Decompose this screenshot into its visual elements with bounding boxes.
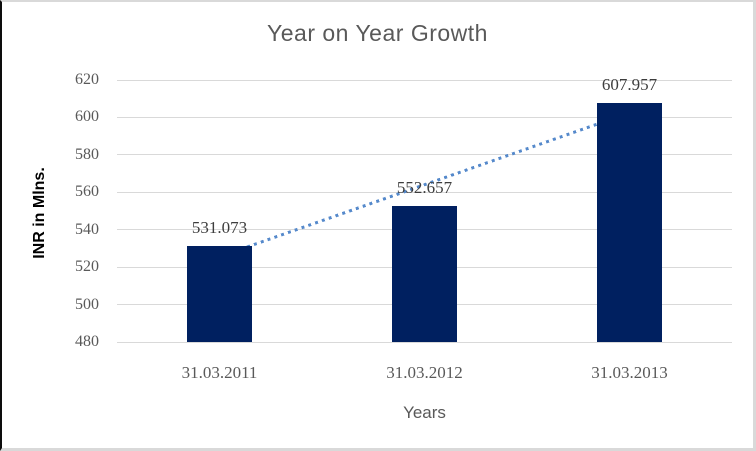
chart-title: Year on Year Growth bbox=[267, 20, 488, 46]
gridline bbox=[117, 341, 732, 343]
bar-31.03.2011 bbox=[187, 246, 252, 342]
x-tick-label: 31.03.2013 bbox=[591, 363, 668, 382]
y-tick-label: 500 bbox=[75, 295, 99, 313]
gridline bbox=[117, 79, 732, 81]
bar-31.03.2012 bbox=[392, 206, 457, 342]
y-tick-label: 520 bbox=[75, 258, 99, 276]
y-tick-label: 540 bbox=[75, 220, 99, 238]
bar-31.03.2013 bbox=[597, 102, 662, 342]
gridline bbox=[117, 154, 732, 156]
data-label: 607.957 bbox=[601, 74, 658, 94]
y-tick-label: 480 bbox=[75, 333, 99, 350]
data-label: 552.657 bbox=[396, 178, 453, 198]
gridline bbox=[117, 116, 732, 118]
x-axis-title: Years bbox=[403, 403, 446, 422]
data-label: 531.073 bbox=[191, 218, 248, 238]
y-tick-label: 580 bbox=[75, 145, 99, 163]
y-tick-label: 620 bbox=[75, 71, 99, 88]
y-tick-label: 600 bbox=[75, 108, 99, 126]
y-tick-label: 560 bbox=[75, 183, 99, 201]
x-tick-label: 31.03.2012 bbox=[386, 363, 463, 382]
x-tick-label: 31.03.2011 bbox=[181, 363, 258, 382]
gridline bbox=[117, 191, 732, 193]
